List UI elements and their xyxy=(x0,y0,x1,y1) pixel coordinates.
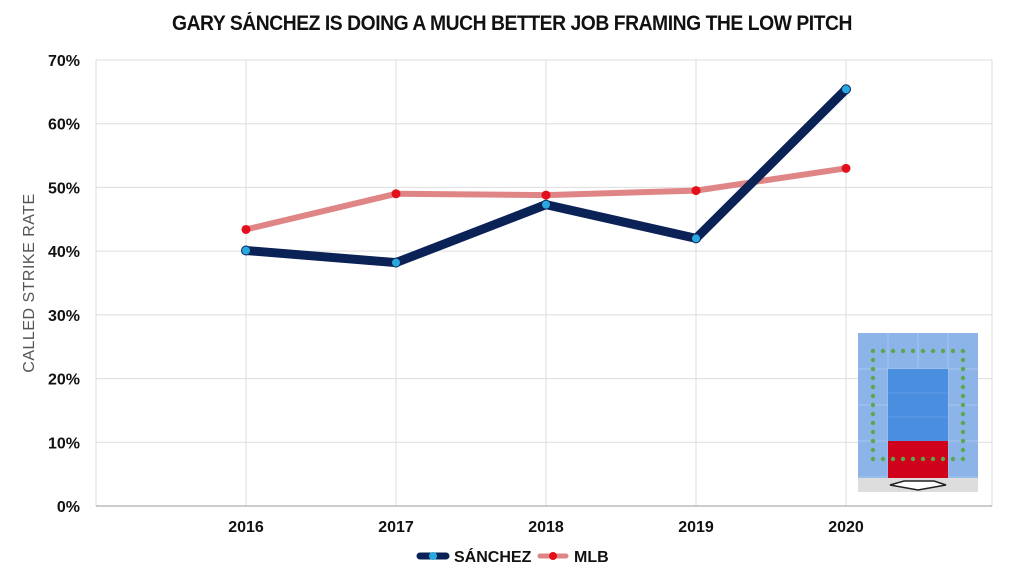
inset-dot xyxy=(960,402,966,408)
inset-dot xyxy=(870,420,876,426)
inset-dot xyxy=(870,429,876,435)
inset-dot xyxy=(880,456,886,462)
data-point xyxy=(541,190,551,200)
inset-dot xyxy=(910,456,916,462)
inset-dot xyxy=(910,348,916,354)
y-tick-label: 30% xyxy=(48,308,80,325)
inset-dot xyxy=(960,411,966,417)
y-tick-label: 60% xyxy=(48,117,80,134)
data-point xyxy=(391,189,401,199)
inset-dot xyxy=(870,393,876,399)
legend-label: MLB xyxy=(574,549,609,566)
legend-label: SÁNCHEZ xyxy=(454,547,532,566)
inset-dot xyxy=(900,456,906,462)
inset-dot xyxy=(960,357,966,363)
x-tick-label: 2016 xyxy=(228,519,264,536)
data-point xyxy=(241,245,251,256)
inset-dot xyxy=(940,348,946,354)
home-plate-icon xyxy=(889,480,947,491)
inset-dot xyxy=(960,429,966,435)
data-point xyxy=(541,199,551,210)
x-tick-label: 2018 xyxy=(528,519,564,536)
inset-dot xyxy=(930,456,936,462)
inset-dot xyxy=(870,411,876,417)
data-point xyxy=(691,233,701,244)
data-point xyxy=(691,186,701,196)
series-lines xyxy=(241,84,851,268)
inset-dot xyxy=(870,447,876,453)
legend-item-mlb: MLB xyxy=(537,549,609,566)
grid xyxy=(95,59,993,506)
inset-low-pitch-zone xyxy=(888,441,948,478)
y-tick-label: 0% xyxy=(57,499,80,516)
y-tick-label: 40% xyxy=(48,244,80,261)
y-axis-label: CALLED STRIKE RATE xyxy=(21,193,38,372)
data-point xyxy=(841,163,851,173)
inset-dot xyxy=(960,447,966,453)
inset-dot xyxy=(950,348,956,354)
inset-dot xyxy=(900,348,906,354)
inset-dot xyxy=(870,348,876,354)
inset-dot xyxy=(870,366,876,372)
inset-dotted-border xyxy=(870,348,966,462)
inset-dot xyxy=(890,456,896,462)
axes: 0% 10% 20% 30% 40% 50% 60% 70% 2016 2017 2018 2019 2… xyxy=(48,53,992,536)
data-point xyxy=(841,84,851,95)
inset-dot xyxy=(960,456,966,462)
inset-dot xyxy=(950,456,956,462)
data-point xyxy=(391,257,401,268)
inset-dot xyxy=(960,366,966,372)
legend: SÁNCHEZ MLB xyxy=(416,547,609,566)
inset-dot xyxy=(920,348,926,354)
x-tick-label: 2019 xyxy=(678,519,714,536)
inset-strike-zone xyxy=(888,369,948,441)
y-tick-label: 70% xyxy=(48,53,80,70)
inset-dot xyxy=(960,348,966,354)
legend-swatch-marker xyxy=(429,552,437,560)
legend-swatch-marker xyxy=(549,552,557,560)
inset-dot xyxy=(870,456,876,462)
inset-dot xyxy=(880,348,886,354)
inset-dot xyxy=(960,420,966,426)
inset-dot xyxy=(960,438,966,444)
inset-dot xyxy=(870,438,876,444)
inset-dot xyxy=(960,384,966,390)
y-tick-label: 10% xyxy=(48,435,80,452)
x-tick-label: 2020 xyxy=(828,519,864,536)
inset-dot xyxy=(930,348,936,354)
inset-dot xyxy=(870,402,876,408)
inset-dot xyxy=(960,393,966,399)
legend-item-sanchez: SÁNCHEZ xyxy=(416,547,532,566)
inset-dot xyxy=(960,375,966,381)
inset-dot xyxy=(870,357,876,363)
inset-dot xyxy=(940,456,946,462)
y-tick-label: 20% xyxy=(48,372,80,389)
strike-zone-inset xyxy=(858,333,978,492)
inset-dot xyxy=(870,375,876,381)
inset-dot xyxy=(870,384,876,390)
series-sanchez xyxy=(241,84,851,268)
data-point xyxy=(241,224,251,234)
y-tick-label: 50% xyxy=(48,180,80,197)
inset-dot xyxy=(890,348,896,354)
chart-title: GARY SÁNCHEZ IS DOING A MUCH BETTER JOB … xyxy=(172,12,852,35)
x-tick-label: 2017 xyxy=(378,519,414,536)
inset-dot xyxy=(920,456,926,462)
